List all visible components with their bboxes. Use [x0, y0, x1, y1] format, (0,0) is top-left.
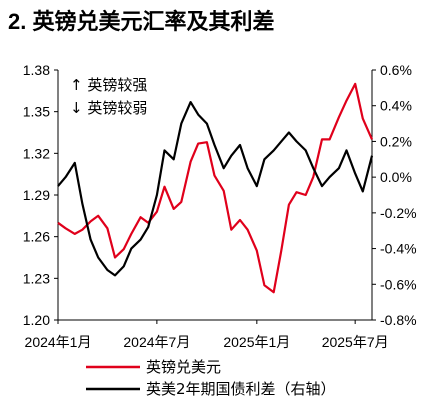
left-tick-label: 1.20 [23, 312, 50, 328]
right-tick-label: -0.2% [380, 205, 417, 221]
legend: 英镑兑美元 英美2年期国债利差（右轴） [86, 358, 336, 398]
x-tick-label: 2025年7月 [322, 334, 389, 350]
chart-title: 2. 英镑兑美元汇率及其利差 [8, 9, 275, 34]
series-line-gbpusd [57, 82, 374, 294]
left-tick-label: 1.29 [23, 187, 50, 203]
left-tick-label: 1.38 [23, 62, 50, 78]
right-tick-label: 0.4% [380, 98, 412, 114]
left-tick-label: 1.32 [23, 145, 50, 161]
right-tick-label: 0.0% [380, 169, 412, 185]
right-tick-label: -0.6% [380, 276, 417, 292]
annotation-stronger: ↑ 英镑较强 [70, 76, 147, 94]
right-tick-label: -0.4% [380, 241, 417, 257]
series-layer [57, 82, 374, 294]
left-tick-label: 1.26 [23, 229, 50, 245]
legend-label-gbpusd: 英镑兑美元 [146, 358, 221, 376]
legend-label-spread: 英美2年期国债利差（右轴） [146, 380, 336, 398]
annotation-weaker: ↓ 英镑较弱 [70, 99, 147, 117]
left-tick-label: 1.35 [23, 104, 50, 120]
right-tick-label: -0.8% [380, 312, 417, 328]
right-tick-label: 0.6% [380, 62, 412, 78]
annotations: ↑ 英镑较强 ↓ 英镑较弱 [70, 76, 147, 117]
chart-axes: 1.38 1.35 1.32 1.29 1.26 1.23 1.20 0.6% 0.4% 0.2%… [23, 62, 417, 350]
x-tick-label: 2024年7月 [123, 334, 190, 350]
x-tick-label: 2025年1月 [223, 334, 290, 350]
x-tick-label: 2024年1月 [25, 334, 92, 350]
series-line-spread [57, 100, 374, 277]
left-tick-label: 1.23 [23, 270, 50, 286]
right-tick-label: 0.2% [380, 133, 412, 149]
